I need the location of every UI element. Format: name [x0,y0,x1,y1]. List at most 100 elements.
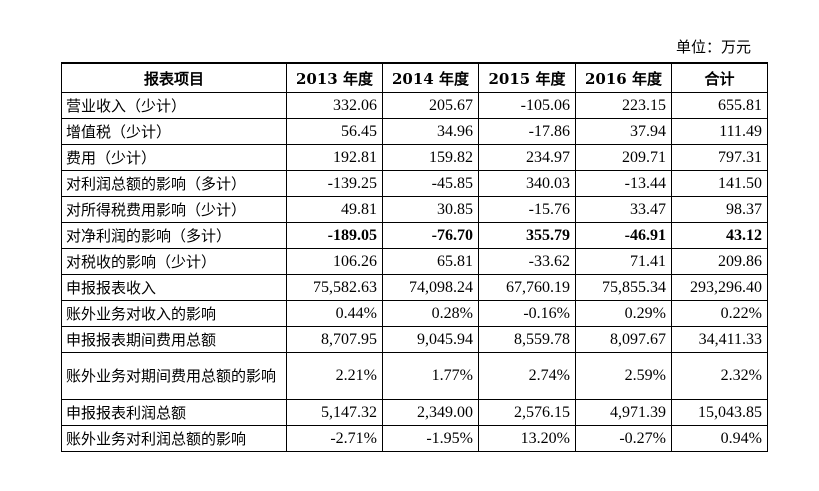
cell-value: 65.81 [382,248,479,275]
cell-value: 75,582.63 [286,274,383,301]
table-row: 账外业务对利润总额的影响 -2.71% -1.95% 13.20% -0.27%… [61,425,768,452]
cell-value: 71.41 [575,248,672,275]
cell-value: 2,576.15 [478,399,576,426]
cell-value: 209.86 [671,248,768,275]
table-row: 申报报表收入 75,582.63 74,098.24 67,760.19 75,… [61,274,768,301]
cell-value: 2,349.00 [382,399,479,426]
cell-value: 33.47 [575,196,672,223]
data-table: 报表项目 2013 年度 2014 年度 2015 年度 2016 年度 合计 … [61,62,768,452]
header-total: 合计 [671,62,768,93]
cell-value: 4,971.39 [575,399,672,426]
header-2016: 2016 年度 [575,62,672,93]
cell-value: 15,043.85 [671,399,768,426]
unit-label: 单位：万元 [676,38,752,56]
table-row: 营业收入（少计） 332.06 205.67 -105.06 223.15 65… [61,92,768,119]
row-label: 增值税（少计） [61,118,287,145]
table-row: 账外业务对收入的影响 0.44% 0.28% -0.16% 0.29% 0.22… [61,300,768,327]
cell-value: 797.31 [671,144,768,171]
cell-value: 75,855.34 [575,274,672,301]
cell-value: 37.94 [575,118,672,145]
table-row: 对利润总额的影响（多计） -139.25 -45.85 340.03 -13.4… [61,170,768,197]
cell-value: 5,147.32 [286,399,383,426]
row-label: 费用（少计） [61,144,287,171]
table-row: 对所得税费用影响（少计） 49.81 30.85 -15.76 33.47 98… [61,196,768,223]
row-label: 对税收的影响（少计） [61,248,287,275]
cell-value: 13.20% [478,425,576,452]
cell-value: 192.81 [286,144,383,171]
table-row: 对净利润的影响（多计） -189.05 -76.70 355.79 -46.91… [61,222,768,249]
cell-value: -33.62 [478,248,576,275]
cell-value: -105.06 [478,92,576,119]
cell-value: 43.12 [671,222,768,249]
cell-value: 223.15 [575,92,672,119]
row-label: 对净利润的影响（多计） [61,222,287,249]
cell-value: -15.76 [478,196,576,223]
cell-value: 209.71 [575,144,672,171]
cell-value: 56.45 [286,118,383,145]
cell-value: 141.50 [671,170,768,197]
row-label: 对所得税费用影响（少计） [61,196,287,223]
cell-value: 49.81 [286,196,383,223]
cell-value: 9,045.94 [382,326,479,353]
row-label: 申报报表收入 [61,274,287,301]
cell-value: 8,559.78 [478,326,576,353]
cell-value: 2.59% [575,352,672,400]
cell-value: 34.96 [382,118,479,145]
cell-value: 340.03 [478,170,576,197]
cell-value: 355.79 [478,222,576,249]
cell-value: 111.49 [671,118,768,145]
header-2013: 2013 年度 [286,62,383,93]
row-label: 账外业务对利润总额的影响 [61,425,287,452]
cell-value: 30.85 [382,196,479,223]
header-2014: 2014 年度 [382,62,479,93]
table-row: 增值税（少计） 56.45 34.96 -17.86 37.94 111.49 [61,118,768,145]
cell-value: 1.77% [382,352,479,400]
cell-value: -17.86 [478,118,576,145]
cell-value: -2.71% [286,425,383,452]
cell-value: 655.81 [671,92,768,119]
table-row: 对税收的影响（少计） 106.26 65.81 -33.62 71.41 209… [61,248,768,275]
cell-value: -45.85 [382,170,479,197]
cell-value: 0.28% [382,300,479,327]
cell-value: 98.37 [671,196,768,223]
row-label: 账外业务对期间费用总额的影响 [61,352,287,400]
cell-value: 2.74% [478,352,576,400]
cell-value: 205.67 [382,92,479,119]
cell-value: -46.91 [575,222,672,249]
cell-value: 67,760.19 [478,274,576,301]
cell-value: 0.29% [575,300,672,327]
cell-value: 74,098.24 [382,274,479,301]
cell-value: -13.44 [575,170,672,197]
cell-value: -139.25 [286,170,383,197]
row-label: 账外业务对收入的影响 [61,300,287,327]
cell-value: 159.82 [382,144,479,171]
header-item: 报表项目 [61,62,287,93]
cell-value: 293,296.40 [671,274,768,301]
header-2015: 2015 年度 [478,62,576,93]
table-row: 申报报表利润总额 5,147.32 2,349.00 2,576.15 4,97… [61,399,768,426]
cell-value: 0.94% [671,425,768,452]
cell-value: 0.44% [286,300,383,327]
cell-value: -76.70 [382,222,479,249]
table-row: 费用（少计） 192.81 159.82 234.97 209.71 797.3… [61,144,768,171]
cell-value: -1.95% [382,425,479,452]
row-label: 对利润总额的影响（多计） [61,170,287,197]
header-row: 报表项目 2013 年度 2014 年度 2015 年度 2016 年度 合计 [61,62,768,93]
cell-value: 34,411.33 [671,326,768,353]
cell-value: -0.16% [478,300,576,327]
cell-value: -189.05 [286,222,383,249]
cell-value: 8,707.95 [286,326,383,353]
cell-value: 2.32% [671,352,768,400]
cell-value: 106.26 [286,248,383,275]
cell-value: -0.27% [575,425,672,452]
row-label: 申报报表利润总额 [61,399,287,426]
cell-value: 2.21% [286,352,383,400]
cell-value: 0.22% [671,300,768,327]
table-row: 账外业务对期间费用总额的影响 2.21% 1.77% 2.74% 2.59% 2… [61,352,768,400]
row-label: 营业收入（少计） [61,92,287,119]
cell-value: 234.97 [478,144,576,171]
cell-value: 332.06 [286,92,383,119]
cell-value: 8,097.67 [575,326,672,353]
row-label: 申报报表期间费用总额 [61,326,287,353]
table-row: 申报报表期间费用总额 8,707.95 9,045.94 8,559.78 8,… [61,326,768,353]
